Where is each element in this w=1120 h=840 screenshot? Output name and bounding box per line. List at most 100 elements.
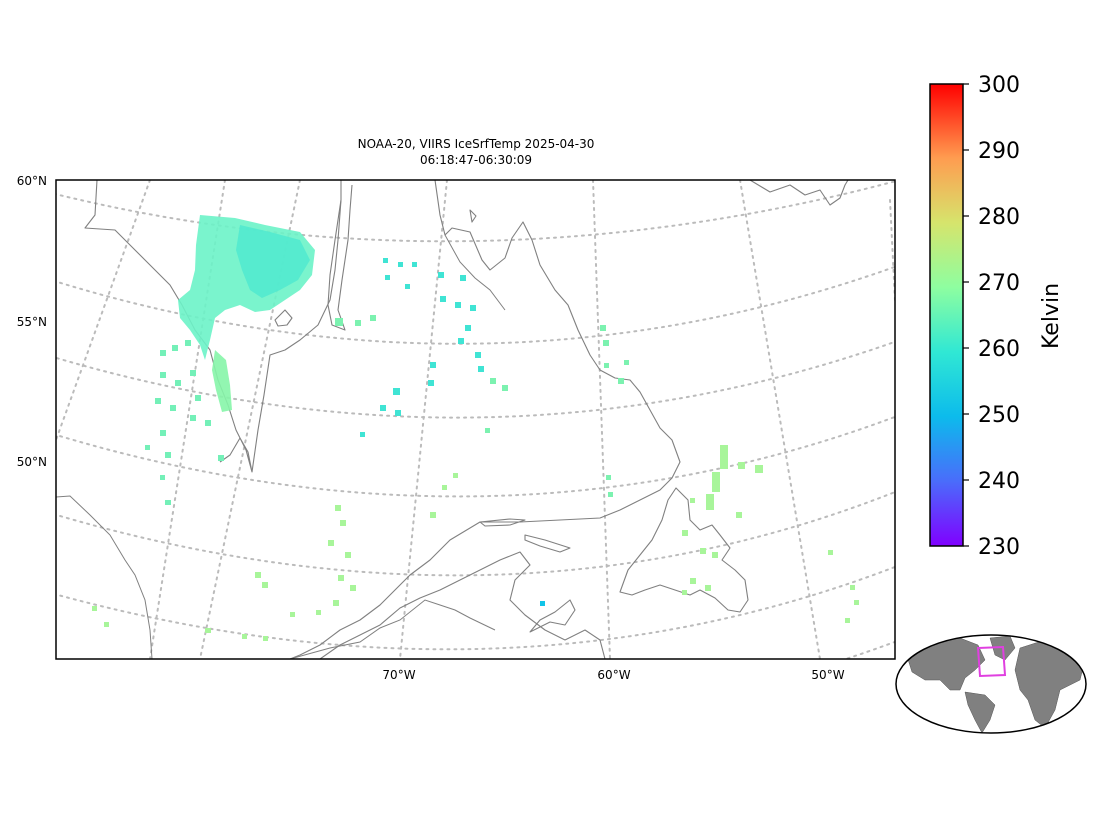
colorbar-ticks: [963, 83, 969, 547]
data-point: [380, 405, 386, 411]
lon-label-50w: 50°W: [811, 668, 844, 682]
gridline-lat: [56, 565, 895, 651]
data-point: [290, 612, 295, 617]
data-point: [398, 262, 403, 267]
colorbar-tick-label-250: 250: [978, 403, 1020, 428]
colorbar-gradient: [929, 83, 964, 547]
data-point: [430, 512, 436, 518]
data-point: [160, 475, 165, 480]
data-point: [145, 445, 150, 450]
data-point: [333, 600, 339, 606]
data-point: [383, 258, 388, 263]
data-point: [720, 445, 728, 469]
globe-land-south-america: [964, 691, 996, 733]
coastline-newfoundland: [619, 487, 749, 613]
data-points: [92, 445, 859, 641]
colorbar-tick-label-300: 300: [978, 73, 1020, 98]
coastline-labrador: [289, 180, 681, 659]
coastline-island: [469, 209, 477, 223]
data-point: [465, 325, 471, 331]
data-point: [712, 552, 718, 558]
data-point: [485, 428, 490, 433]
data-point: [355, 320, 361, 326]
data-point: [393, 388, 400, 395]
data-point: [155, 398, 161, 404]
data-point: [478, 366, 484, 372]
data-point: [453, 473, 458, 478]
data-point: [430, 362, 436, 368]
data-point: [190, 370, 196, 376]
data-point: [690, 578, 696, 584]
data-point: [405, 284, 410, 289]
data-point: [370, 315, 376, 321]
colorbar-tick-label-240: 240: [978, 469, 1020, 494]
coastline-anticosti: [479, 518, 526, 527]
data-point: [540, 601, 545, 606]
map-frame: [55, 179, 896, 660]
data-point: [160, 372, 166, 378]
data-point: [92, 606, 97, 611]
colorbar: 300 290 280 270 260 250 240 230 Kelvin: [929, 73, 1064, 560]
data-point: [690, 498, 695, 503]
data-point: [736, 512, 742, 518]
data-point: [455, 302, 461, 308]
data-point: [255, 572, 261, 578]
data-point: [185, 340, 191, 346]
data-point: [608, 492, 613, 497]
data-point: [502, 385, 508, 391]
data-point: [335, 505, 341, 511]
data-point: [712, 472, 720, 492]
gridline-lat: [56, 340, 895, 419]
coastline-james-bay: [251, 180, 342, 473]
data-point: [218, 455, 224, 461]
map-title-line1: NOAA-20, VIIRS IceSrfTemp 2025-04-30: [358, 137, 595, 151]
data-point: [828, 550, 833, 555]
gridline-lon: [889, 199, 895, 301]
data-point: [460, 275, 466, 281]
colorbar-tick-label-260: 260: [978, 337, 1020, 362]
data-point: [338, 575, 344, 581]
ice-temperature-data: [92, 215, 859, 641]
data-point: [682, 530, 688, 536]
data-point: [705, 585, 711, 591]
coastline-greenland: [749, 180, 849, 206]
map-title-line2: 06:18:47-06:30:09: [420, 153, 532, 167]
gridline-lat: [56, 265, 895, 345]
border-ontario-manitoba: [56, 495, 153, 659]
data-point: [263, 636, 268, 641]
data-point: [205, 420, 211, 426]
data-point: [604, 363, 609, 368]
data-point: [262, 582, 268, 588]
globe-inset: [895, 634, 1087, 734]
border-us-canada: [289, 599, 496, 659]
data-point: [624, 360, 629, 365]
coastline-nova-scotia: [529, 599, 576, 633]
coastline-maritimes: [319, 551, 606, 659]
globe-outline: [895, 634, 1087, 734]
data-point: [854, 600, 859, 605]
data-point: [440, 296, 446, 302]
data-point: [845, 618, 850, 623]
lat-label-55n: 55°N: [17, 315, 47, 329]
data-point: [618, 378, 624, 384]
data-points: [360, 258, 545, 606]
data-point: [682, 590, 687, 595]
gridline-lat: [56, 490, 895, 577]
data-point: [850, 585, 855, 590]
colorbar-tick-label-270: 270: [978, 271, 1020, 296]
data-point: [360, 432, 365, 437]
gridline-lat: [56, 180, 895, 243]
lon-label-60w: 60°W: [597, 668, 630, 682]
data-point: [458, 338, 464, 344]
coastline-pei: [524, 534, 571, 553]
gridline-lon: [56, 180, 151, 441]
data-point: [350, 585, 356, 591]
data-point: [165, 452, 171, 458]
data-point: [412, 262, 417, 267]
data-point: [175, 380, 181, 386]
data-points: [145, 340, 224, 505]
data-point: [755, 465, 763, 473]
data-point: [170, 405, 176, 411]
lat-label-60n: 60°N: [17, 174, 47, 188]
